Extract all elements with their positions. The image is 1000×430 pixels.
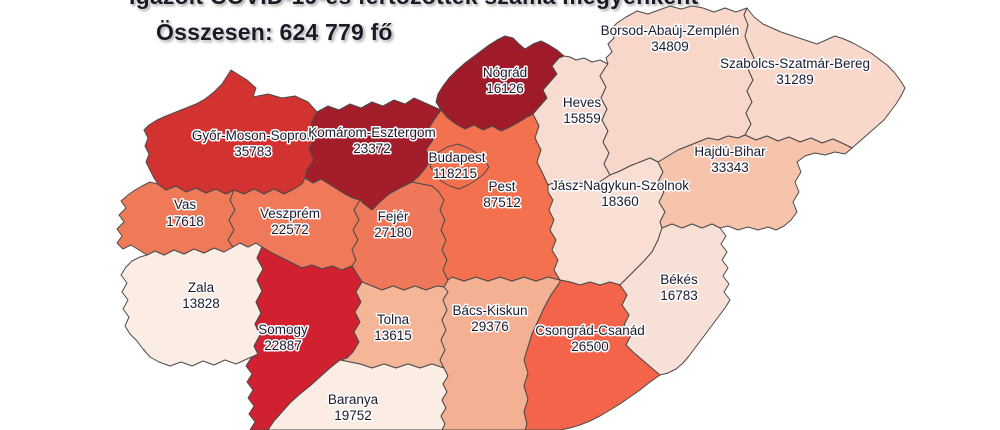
county-value-pest: 87512: [483, 195, 521, 210]
county-label-gyor-moson-sopron: Győr-Moson-Sopron: [192, 128, 314, 143]
county-budapest: [429, 143, 490, 190]
county-label-nograd: Nógrád: [483, 65, 527, 80]
total-cases-label: Összesen: 624 779 fő: [156, 19, 393, 45]
county-value-gyor-moson-sopron: 35783: [234, 144, 272, 159]
county-label-csongrad-csanad: Csongrád-Csanád: [535, 323, 645, 338]
county-value-budapest: 118215: [433, 166, 477, 181]
county-value-szabolcs-szatmar-bereg: 31289: [776, 72, 814, 87]
county-csongrad-csanad: [523, 279, 661, 430]
county-label-komarom-esztergom: Komárom-Esztergom: [308, 125, 436, 140]
county-value-csongrad-csanad: 26500: [571, 339, 609, 354]
county-value-jasz-nagykun-szolnok: 18360: [601, 194, 639, 209]
county-label-hajdu-bihar: Hajdú-Bihar: [694, 144, 766, 159]
county-label-pest: Pest: [488, 179, 515, 194]
county-label-zala: Zala: [188, 280, 215, 295]
county-value-bekes: 16783: [660, 288, 698, 303]
county-value-vas: 17618: [166, 214, 204, 229]
county-value-nograd: 16126: [486, 81, 524, 96]
county-label-borsod-abauj-zemplen: Borsod-Abaúj-Zemplén: [601, 23, 740, 38]
county-hajdu-bihar: [657, 134, 853, 231]
county-label-tolna: Tolna: [377, 312, 410, 327]
county-label-heves: Heves: [563, 95, 602, 110]
county-value-zala: 13828: [182, 296, 220, 311]
county-label-bekes: Békés: [660, 272, 698, 287]
map-title-clipped: Igazolt COVID-19-es fertőzöttek száma me…: [129, 0, 698, 10]
county-value-fejer: 27180: [374, 225, 412, 240]
county-label-baranya: Baranya: [328, 392, 379, 407]
county-label-vas: Vas: [174, 197, 197, 212]
county-value-bacs-kiskun: 29376: [471, 319, 509, 334]
county-labels: Győr-Moson-Sopron 35783 Vas 17618 Zala 1…: [165, 22, 872, 425]
county-value-komarom-esztergom: 23372: [353, 141, 391, 156]
county-label-jasz-nagykun-szolnok: Jász-Nagykun-Szolnok: [551, 178, 689, 193]
county-value-borsod-abauj-zemplen: 34809: [651, 39, 689, 54]
county-label-bacs-kiskun: Bács-Kiskun: [452, 303, 527, 318]
county-value-somogy: 22887: [264, 338, 302, 353]
county-value-heves: 15859: [563, 111, 601, 126]
county-label-budapest: Budapest: [428, 150, 485, 165]
county-value-tolna: 13615: [374, 328, 412, 343]
county-label-veszprem: Veszprém: [260, 206, 320, 221]
county-szabolcs-szatmar-bereg: [743, 7, 906, 149]
county-value-veszprem: 22572: [271, 222, 309, 237]
county-label-szabolcs-szatmar-bereg: Szabolcs-Szatmár-Bereg: [720, 56, 870, 71]
county-shapes: [116, 5, 906, 430]
county-gyor-moson-sopron: [143, 69, 318, 195]
county-value-baranya: 19752: [334, 408, 372, 423]
county-value-hajdu-bihar: 33343: [711, 160, 749, 175]
county-label-somogy: Somogy: [258, 322, 308, 337]
county-label-fejer: Fejér: [378, 209, 409, 224]
